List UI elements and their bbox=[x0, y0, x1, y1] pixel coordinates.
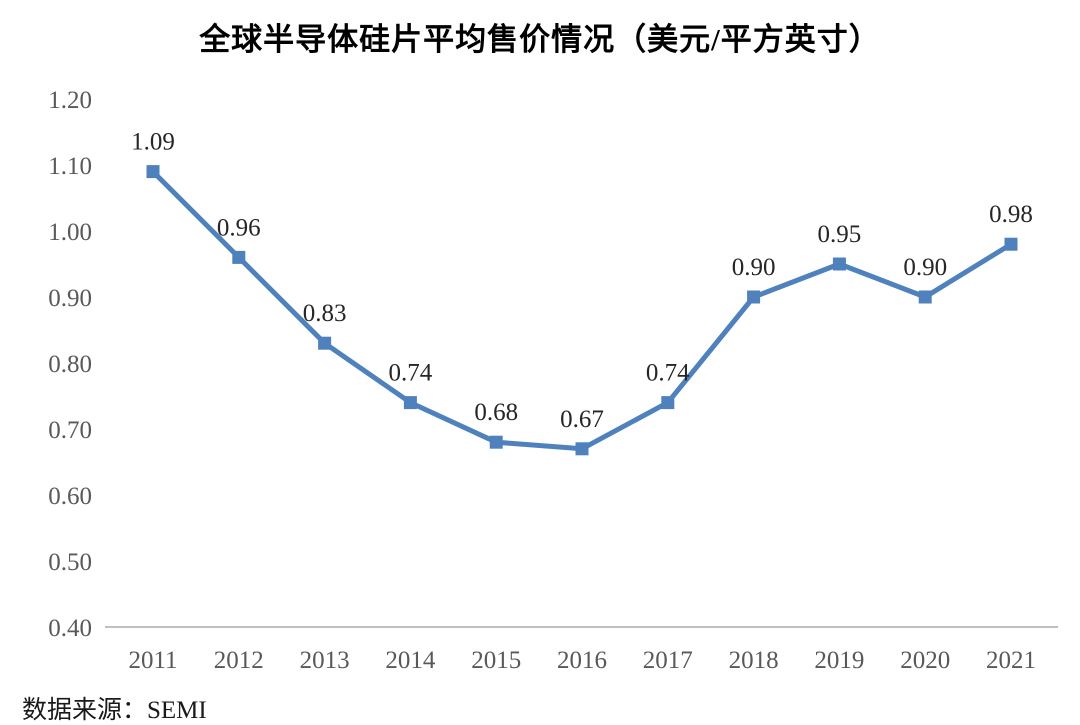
x-tick-label: 2021 bbox=[986, 647, 1036, 674]
data-point-marker bbox=[232, 250, 246, 264]
y-tick-label: 0.80 bbox=[48, 351, 92, 378]
data-point-label: 0.74 bbox=[646, 360, 690, 387]
chart-title: 全球半导体硅片平均售价情况（美元/平方英寸） bbox=[199, 22, 881, 57]
data-point-marker bbox=[403, 396, 417, 410]
data-point-label: 1.09 bbox=[131, 129, 175, 156]
y-tick-label: 0.70 bbox=[48, 417, 92, 444]
data-point-label: 0.74 bbox=[389, 360, 433, 387]
x-tick-label: 2018 bbox=[729, 647, 779, 674]
y-tick-label: 0.90 bbox=[48, 285, 92, 312]
data-point-label: 0.90 bbox=[903, 254, 947, 281]
data-point-marker bbox=[318, 336, 332, 350]
y-tick-label: 1.00 bbox=[48, 219, 92, 246]
data-point-marker bbox=[1004, 237, 1018, 251]
x-tick-label: 2019 bbox=[814, 647, 864, 674]
data-point-label: 0.98 bbox=[989, 201, 1033, 228]
y-tick-label: 1.10 bbox=[48, 153, 92, 180]
data-point-label: 0.95 bbox=[818, 221, 862, 248]
source-note: 数据来源：SEMI bbox=[22, 697, 207, 724]
x-tick-label: 2013 bbox=[300, 647, 350, 674]
y-tick-label: 0.50 bbox=[48, 549, 92, 576]
data-point-marker bbox=[575, 442, 589, 456]
x-tick-label: 2017 bbox=[643, 647, 693, 674]
data-point-marker bbox=[747, 290, 761, 304]
data-point-marker bbox=[661, 396, 675, 410]
data-point-marker bbox=[489, 435, 503, 449]
x-tick-label: 2015 bbox=[471, 647, 521, 674]
data-point-label: 0.96 bbox=[217, 214, 261, 241]
data-point-marker bbox=[918, 290, 932, 304]
x-tick-label: 2016 bbox=[557, 647, 607, 674]
y-tick-label: 0.40 bbox=[48, 615, 92, 642]
data-point-marker bbox=[146, 165, 160, 179]
x-tick-label: 2014 bbox=[385, 647, 436, 674]
data-point-marker bbox=[832, 257, 846, 271]
data-point-label: 0.67 bbox=[560, 406, 604, 433]
y-tick-label: 0.60 bbox=[48, 483, 92, 510]
x-tick-label: 2012 bbox=[214, 647, 264, 674]
x-tick-label: 2020 bbox=[900, 647, 950, 674]
y-tick-label: 1.20 bbox=[48, 87, 92, 114]
data-point-label: 0.68 bbox=[474, 399, 518, 426]
x-tick-label: 2011 bbox=[128, 647, 177, 674]
data-point-label: 0.90 bbox=[732, 254, 776, 281]
data-point-label: 0.83 bbox=[303, 300, 347, 327]
